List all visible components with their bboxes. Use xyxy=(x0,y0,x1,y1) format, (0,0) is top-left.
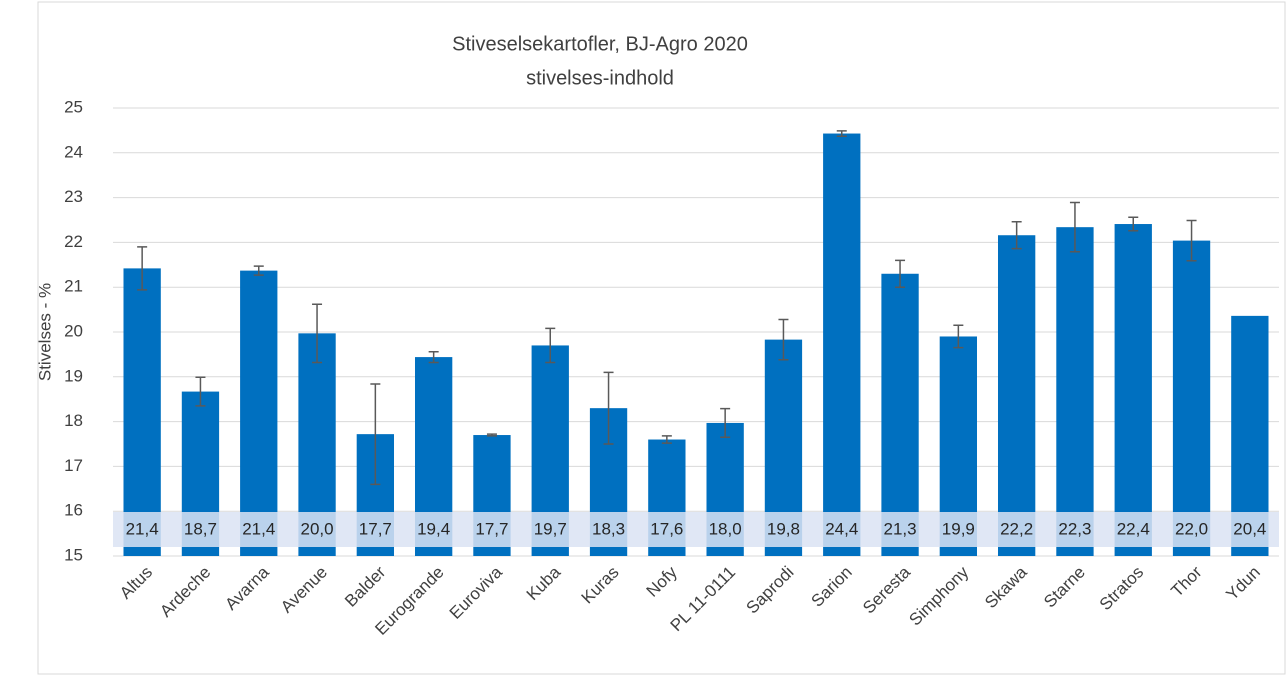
y-tick-label: 17 xyxy=(64,456,83,475)
bar xyxy=(881,273,919,556)
error-bar xyxy=(1186,219,1197,262)
y-tick-label: 18 xyxy=(64,411,83,430)
value-label: 22,3 xyxy=(1058,519,1091,538)
bar xyxy=(997,235,1036,556)
bar xyxy=(123,268,161,556)
value-label: 18,0 xyxy=(709,519,742,538)
error-bar xyxy=(895,259,906,288)
y-tick-label: 25 xyxy=(64,97,83,116)
error-bar xyxy=(1069,201,1080,253)
error-bar xyxy=(661,435,672,444)
error-bar xyxy=(953,324,964,349)
bar xyxy=(1056,227,1094,556)
error-bar xyxy=(545,327,556,364)
bar xyxy=(1172,240,1211,556)
error-bar xyxy=(778,318,789,361)
value-label: 20,4 xyxy=(1233,519,1266,538)
y-axis-title: Stivelses - % xyxy=(35,283,54,381)
label-band xyxy=(113,512,1279,547)
bar xyxy=(823,133,861,556)
error-bar xyxy=(312,303,323,364)
error-bar xyxy=(720,407,731,439)
value-label: 17,7 xyxy=(475,519,508,538)
error-bar xyxy=(253,265,264,276)
value-label: 24,4 xyxy=(825,519,858,538)
value-label: 21,3 xyxy=(884,519,917,538)
value-label: 19,8 xyxy=(767,519,800,538)
y-tick-label: 21 xyxy=(64,277,83,296)
value-label: 22,0 xyxy=(1175,519,1208,538)
value-label: 19,9 xyxy=(942,519,975,538)
value-label: 17,6 xyxy=(650,519,683,538)
bar xyxy=(1114,224,1152,557)
error-bar xyxy=(1011,221,1022,250)
value-label: 22,4 xyxy=(1117,519,1150,538)
y-tick-label: 16 xyxy=(64,501,83,520)
chart-subtitle: stivelses-indhold xyxy=(526,67,674,89)
error-bar xyxy=(836,130,847,137)
y-tick-label: 20 xyxy=(64,321,83,340)
error-bar xyxy=(370,383,381,486)
y-tick-label: 23 xyxy=(64,187,83,206)
value-label: 17,7 xyxy=(359,519,392,538)
value-label: 20,0 xyxy=(301,519,334,538)
value-label: 19,4 xyxy=(417,519,450,538)
chart-title: Stiveselsekartofler, BJ-Agro 2020 xyxy=(452,33,748,55)
value-label: 21,4 xyxy=(242,519,275,538)
value-label: 18,3 xyxy=(592,519,625,538)
error-bar xyxy=(486,433,497,437)
bar xyxy=(240,270,278,556)
error-bar xyxy=(603,371,614,445)
value-label: 18,7 xyxy=(184,519,217,538)
value-label: 21,4 xyxy=(126,519,159,538)
error-bar xyxy=(1128,216,1139,232)
error-bar xyxy=(428,350,439,364)
y-tick-label: 22 xyxy=(64,232,83,251)
error-bar xyxy=(195,376,206,407)
value-label: 19,7 xyxy=(534,519,567,538)
y-tick-label: 19 xyxy=(64,366,83,385)
y-tick-label: 24 xyxy=(64,142,83,161)
value-label: 22,2 xyxy=(1000,519,1033,538)
error-bar xyxy=(137,246,148,291)
y-tick-label: 15 xyxy=(64,545,83,564)
